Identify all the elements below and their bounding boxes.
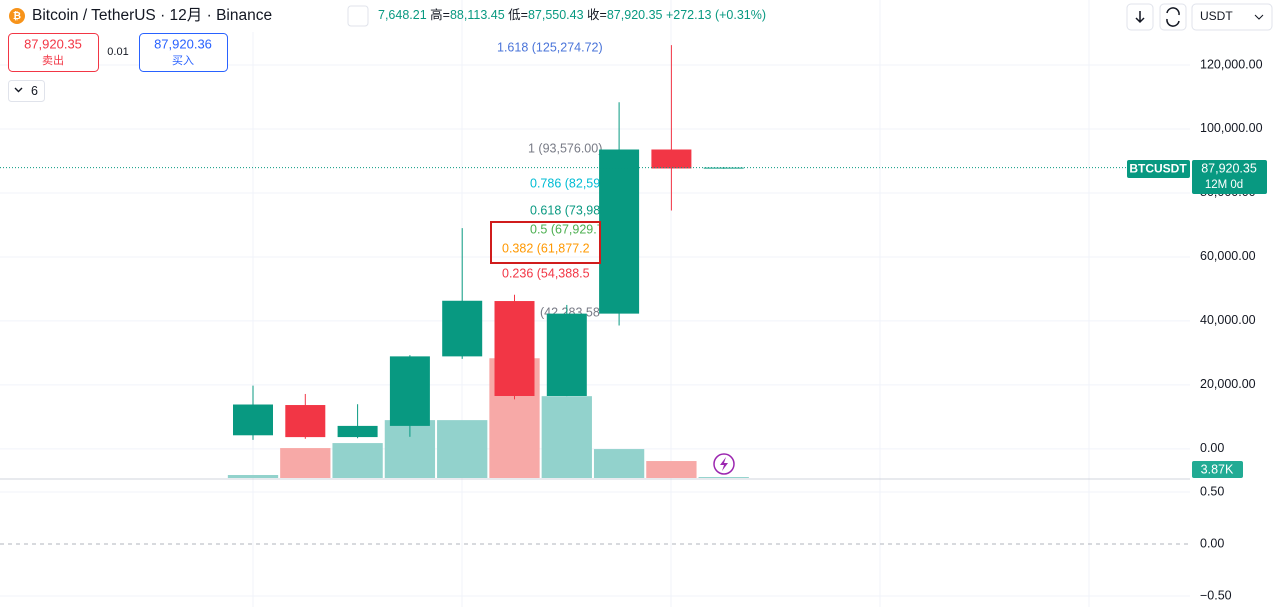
y-tick-label: 0.00 bbox=[1200, 441, 1224, 455]
spread: 0.01 bbox=[107, 46, 128, 58]
fib-label: 0.382 (61,877.2 bbox=[502, 241, 590, 255]
y-tick-label: 60,000.00 bbox=[1200, 249, 1256, 263]
change: +272.13 (+0.31%) bbox=[666, 8, 766, 22]
symbol-title[interactable]: Bitcoin / TetherUS · 12月 · Binance bbox=[32, 7, 272, 24]
candle-body bbox=[599, 149, 640, 314]
fib-labels: 1.618 (125,274.72) 1 (93,576.00) 0.786 (… bbox=[497, 40, 618, 319]
candle-body bbox=[233, 404, 273, 436]
symbol-tag-text: BTCUSDT bbox=[1129, 162, 1187, 176]
ohlc-label: 高= bbox=[430, 7, 450, 22]
currency: USDT bbox=[1200, 9, 1233, 23]
volume-bar bbox=[332, 443, 383, 478]
candle-body bbox=[389, 356, 430, 426]
fib-label: 1 (93,576.00) bbox=[528, 141, 602, 155]
volume-bar bbox=[593, 449, 645, 478]
volume-bar bbox=[646, 461, 697, 478]
ohlc-value: 7,648.21 bbox=[378, 8, 427, 22]
header-bg bbox=[0, 0, 378, 32]
candle-body bbox=[285, 405, 326, 438]
volume-bar bbox=[541, 396, 592, 478]
indicators-count: 6 bbox=[31, 84, 38, 98]
refresh-button[interactable] bbox=[1159, 3, 1187, 31]
header: ₿ Bitcoin / TetherUS · 12月 · Binance 7,6… bbox=[0, 0, 1273, 32]
fib-label: 0.786 (82,599.4 bbox=[530, 176, 618, 190]
ohlc-value: 87,550.43 bbox=[528, 8, 584, 22]
price-axis: 0.0020,000.0040,000.0060,000.0080,000.00… bbox=[1200, 57, 1263, 602]
coin-icon bbox=[9, 8, 25, 24]
chevron bbox=[14, 87, 23, 93]
coin-glyph: ₿ bbox=[13, 10, 21, 22]
fib-label: 1.618 (125,274.72) bbox=[497, 40, 603, 54]
buy-button[interactable] bbox=[139, 33, 228, 72]
download-button[interactable] bbox=[1126, 3, 1154, 31]
candle-body bbox=[442, 300, 483, 357]
volume-bar bbox=[437, 420, 488, 478]
ohlc-label: 低= bbox=[508, 8, 528, 22]
down-icon bbox=[1135, 11, 1145, 24]
countdown: 12M 0d bbox=[1205, 179, 1243, 191]
y-tick-label: 0.00 bbox=[1200, 536, 1224, 550]
highlight-box bbox=[490, 221, 601, 264]
y-tick-label: 40,000.00 bbox=[1200, 313, 1256, 327]
y-tick-label: −0.50 bbox=[1200, 588, 1232, 602]
order-panel: 87,920.35 卖出 0.01 87,920.36 买入 6 bbox=[8, 33, 228, 102]
lightning bbox=[720, 457, 728, 471]
symbol-tag bbox=[1127, 160, 1190, 178]
fib-label: 0.5 (67,929.7 bbox=[530, 222, 604, 236]
y-tick-label: 0.50 bbox=[1200, 484, 1224, 498]
volume-bar bbox=[698, 477, 749, 478]
buy-label: 买入 bbox=[172, 54, 194, 67]
ohlc-value: 88,113.45 bbox=[450, 8, 505, 22]
buy-price: 87,920.36 bbox=[154, 36, 212, 51]
y-tick-label: 100,000.00 bbox=[1200, 121, 1263, 135]
sell-price: 87,920.35 bbox=[24, 36, 82, 51]
fib-label: 0.618 (73,982.3 bbox=[530, 203, 618, 217]
volume-bar bbox=[280, 448, 331, 478]
chevron bbox=[1254, 14, 1264, 20]
volume-tag-text: 3.87K bbox=[1201, 462, 1234, 476]
volume-bar bbox=[227, 475, 279, 478]
candle-body bbox=[546, 313, 587, 396]
y-tick-label: 20,000.00 bbox=[1200, 377, 1256, 391]
price-tags: BTCUSDT 87,920.35 12M 0d 3.87K bbox=[1127, 160, 1267, 478]
indicators-toggle[interactable] bbox=[8, 80, 45, 102]
candle-body bbox=[494, 301, 535, 396]
settings-button[interactable] bbox=[347, 5, 369, 27]
candle-body bbox=[651, 149, 692, 169]
y-tick-label: 120,000.00 bbox=[1200, 57, 1263, 71]
ohlc-value: 87,920.35 bbox=[607, 8, 663, 22]
currency-select[interactable] bbox=[1191, 3, 1273, 31]
sell-label: 卖出 bbox=[42, 53, 64, 67]
sell-button[interactable] bbox=[8, 33, 99, 72]
refresh-icon bbox=[1166, 7, 1180, 27]
volume-tag bbox=[1192, 461, 1243, 478]
grid bbox=[0, 0, 1190, 607]
last-price: 87,920.35 bbox=[1201, 161, 1257, 175]
fib-label: 0.236 (54,388.5 bbox=[502, 266, 590, 280]
candles bbox=[233, 45, 744, 440]
last-price-tag bbox=[1192, 160, 1267, 194]
candle-body bbox=[337, 425, 378, 438]
ohlc: 7,648.21 高=88,113.45 低=87,550.43 收=87,92… bbox=[378, 7, 766, 22]
ohlc-label: 收= bbox=[587, 8, 607, 22]
